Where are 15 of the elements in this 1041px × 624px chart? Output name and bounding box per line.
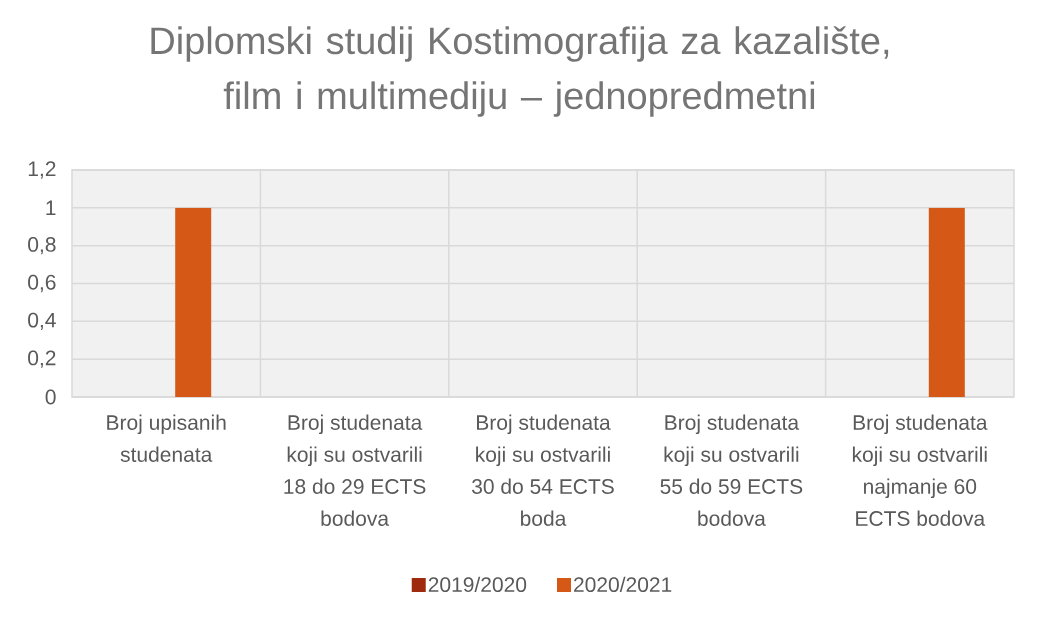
y-tick-label: 0,4 <box>28 312 56 331</box>
legend-label: 2019/2020 <box>428 576 527 593</box>
y-tick-label: 1 <box>46 200 56 216</box>
chart-title: Diplomski studij Kostimografija za kazalište, film i multimediju – jednopredmetni <box>151 26 889 117</box>
legend-label: 2020/2021 <box>574 576 672 593</box>
x-tick-label: Broj studenata koji su ostvarili najmanje 60 ECTS bodova <box>852 414 988 526</box>
y-tick-label: 0,6 <box>28 274 56 293</box>
x-tick-label: Broj studenata koji su ostvarili 18 do 29 ECTS bodova <box>284 414 426 526</box>
x-tick-label: Broj upisanih studenata <box>107 414 226 462</box>
y-tick-label: 0,8 <box>28 237 56 255</box>
x-tick-label: Broj studenata koji su ostvarili 55 do 59 ECTS bodova <box>660 414 803 526</box>
y-tick-label: 1,2 <box>28 161 56 179</box>
y-tick-label: 0 <box>45 389 56 405</box>
y-tick-label: 0,2 <box>28 350 56 368</box>
x-tick-label: Broj studenata koji su ostvarili 30 do 54 ECTS boda <box>472 414 614 526</box>
